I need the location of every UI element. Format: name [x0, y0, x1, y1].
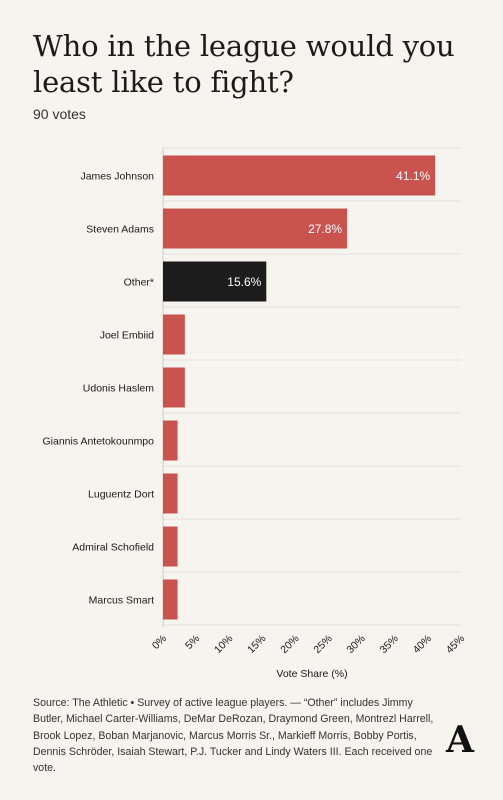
- x-tick-label: 10%: [212, 633, 235, 656]
- bar: [163, 579, 178, 620]
- x-tick-label: 40%: [411, 633, 434, 656]
- category-label: James Johnson: [80, 171, 154, 183]
- bar: [163, 473, 178, 514]
- category-label: Giannis Antetokounmpo: [43, 436, 155, 448]
- x-axis-title: Vote Share (%): [276, 668, 347, 680]
- category-label: Other*: [124, 277, 154, 289]
- category-label: Steven Adams: [86, 224, 154, 236]
- category-label: Luguentz Dort: [88, 489, 154, 501]
- bar: [163, 526, 178, 567]
- x-tick-label: 20%: [278, 633, 301, 656]
- category-label: Joel Embiid: [100, 330, 154, 342]
- bar-chart: James Johnson 41.1% Steven Adams 27.8% Other…: [43, 147, 467, 680]
- bar: [163, 420, 178, 461]
- source-footnote: Source: The Athletic • Survey of active …: [33, 697, 434, 775]
- x-tick-label: 35%: [378, 633, 401, 656]
- data-label: 15.6%: [227, 275, 261, 289]
- bar: [163, 367, 185, 408]
- bar: [163, 314, 185, 355]
- chart-title: Who in the league would you least like t…: [33, 29, 455, 99]
- x-tick-label: 30%: [344, 633, 367, 656]
- category-label: Admiral Schofield: [72, 542, 154, 554]
- x-tick-label: 25%: [311, 633, 334, 656]
- x-tick-label: 15%: [245, 633, 268, 656]
- bar: [163, 155, 436, 196]
- category-label: Marcus Smart: [89, 595, 154, 607]
- data-label: 41.1%: [396, 169, 430, 183]
- x-tick-label: 5%: [183, 633, 202, 652]
- bar: [163, 208, 348, 249]
- category-label: Udonis Haslem: [83, 383, 154, 395]
- chart-subtitle: 90 votes: [33, 106, 86, 122]
- x-tick-label: 0%: [150, 633, 169, 652]
- the-athletic-logo-icon: A: [445, 719, 475, 758]
- x-tick-label: 45%: [444, 633, 467, 656]
- bar: [163, 261, 267, 302]
- data-label: 27.8%: [308, 222, 342, 236]
- logo-letter: A: [445, 719, 475, 758]
